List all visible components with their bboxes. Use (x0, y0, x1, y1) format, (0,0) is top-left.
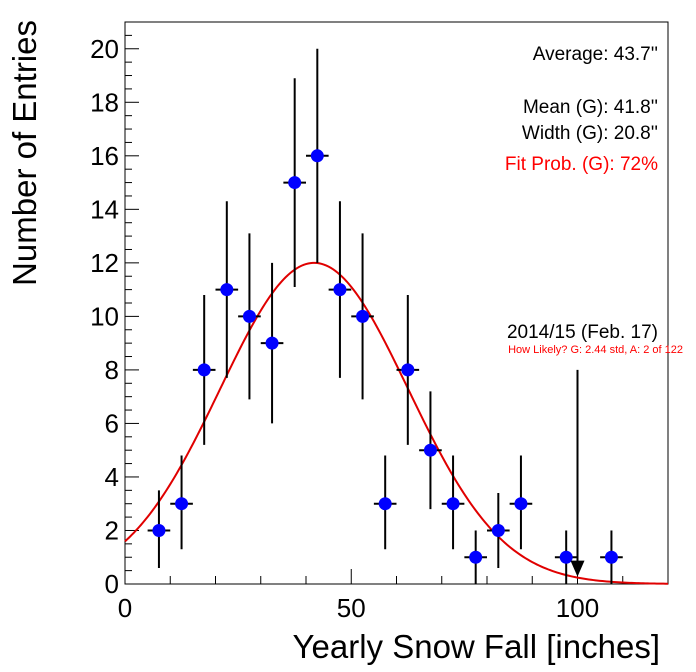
data-marker (220, 283, 234, 297)
data-point (170, 455, 193, 550)
gaussian-mean-label: Mean (G): 41.8'' (523, 97, 658, 118)
data-point (147, 490, 171, 568)
x-axis-title: Yearly Snow Fall [inches] (293, 628, 660, 665)
gaussian-fit-curve (124, 261, 669, 585)
data-marker (333, 283, 347, 297)
data-point (351, 233, 374, 400)
data-marker (197, 363, 211, 377)
data-point (554, 530, 578, 584)
data-marker (310, 149, 324, 163)
fit-line (124, 261, 669, 585)
data-point (283, 78, 306, 287)
data-point (441, 455, 465, 550)
data-point (192, 294, 216, 445)
data-marker (446, 497, 460, 511)
y-axis-title: Number of Entries (6, 20, 43, 286)
current-season-marker (570, 369, 585, 577)
data-marker (175, 497, 189, 511)
marker-arrow (570, 560, 585, 577)
data-point (509, 455, 533, 550)
likelihood-label: How Likely? G: 2.44 std, A: 2 of 122 (508, 344, 683, 356)
data-point (396, 294, 420, 445)
data-point (419, 391, 442, 510)
data-point (306, 48, 329, 263)
data-marker (469, 550, 483, 564)
y-tick-label: 16 (90, 141, 119, 171)
season-label: 2014/15 (Feb. 17) (507, 322, 658, 343)
y-tick-label: 4 (105, 462, 119, 492)
data-points (147, 48, 623, 584)
axis-ticks: 0 2 4 6 8 10 12 14 16 18 20 0 50 100 (90, 21, 669, 623)
data-marker (401, 363, 415, 377)
data-marker (265, 336, 279, 350)
y-tick-label: 0 (105, 569, 119, 599)
data-marker (514, 497, 528, 511)
data-point (215, 201, 239, 378)
data-marker (288, 176, 302, 190)
data-marker (559, 550, 573, 564)
x-tick-label: 0 (118, 593, 132, 623)
data-point (600, 530, 623, 584)
data-marker (423, 443, 437, 457)
data-marker (378, 497, 392, 511)
data-marker (152, 523, 166, 537)
data-point (260, 262, 284, 424)
y-tick-label: 10 (90, 301, 119, 331)
fit-probability-label: Fit Prob. (G): 72% (505, 154, 658, 175)
x-tick-label: 50 (337, 593, 366, 623)
data-marker (604, 550, 618, 564)
y-tick-label: 8 (105, 355, 119, 385)
y-tick-label: 14 (90, 194, 119, 224)
y-tick-label: 6 (105, 408, 119, 438)
data-marker (356, 309, 370, 323)
y-tick-label: 12 (90, 248, 119, 278)
data-point (373, 455, 397, 550)
data-marker (242, 309, 256, 323)
data-point (328, 201, 352, 378)
y-tick-label: 20 (90, 34, 119, 64)
data-point (238, 233, 261, 400)
x-tick-label: 100 (556, 593, 599, 623)
data-point (487, 493, 510, 568)
average-label: Average: 43.7'' (533, 44, 658, 65)
gaussian-width-label: Width (G): 20.8'' (522, 123, 658, 144)
data-marker (491, 523, 505, 537)
y-tick-label: 2 (105, 515, 119, 545)
data-point (464, 530, 487, 584)
y-tick-label: 18 (90, 87, 119, 117)
